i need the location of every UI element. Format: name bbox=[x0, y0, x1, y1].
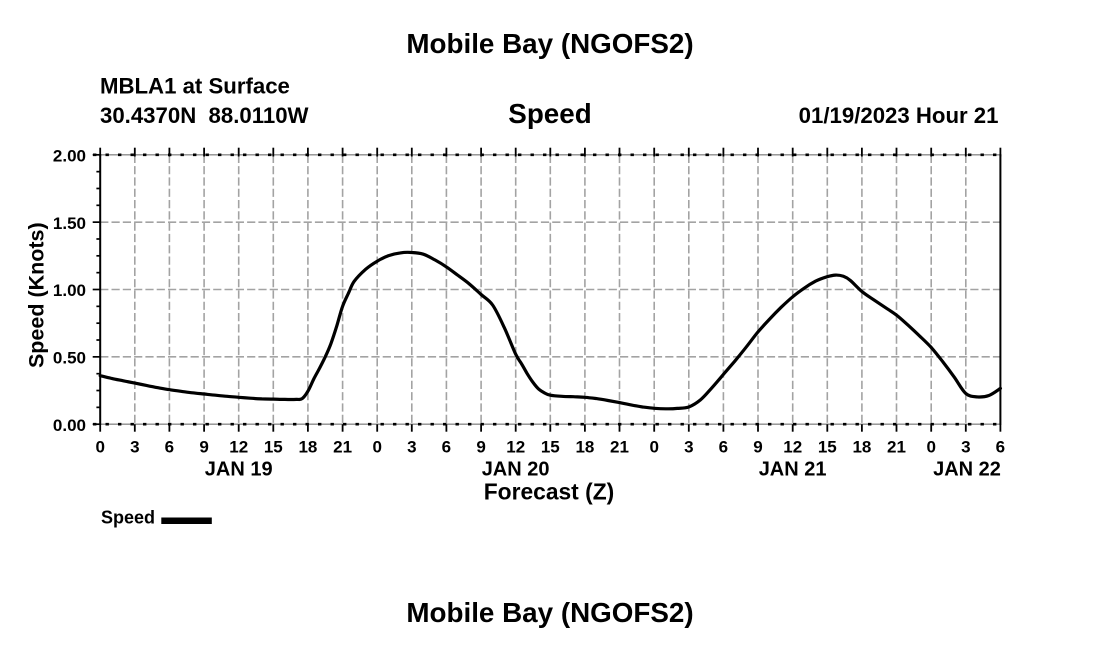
svg-text:Speed: Speed bbox=[101, 508, 155, 528]
svg-text:15: 15 bbox=[818, 437, 837, 456]
svg-text:2.00: 2.00 bbox=[53, 147, 86, 166]
svg-text:1.00: 1.00 bbox=[53, 281, 86, 300]
svg-text:0.50: 0.50 bbox=[53, 349, 86, 368]
svg-text:15: 15 bbox=[541, 437, 560, 456]
svg-text:0: 0 bbox=[372, 437, 381, 456]
svg-text:0: 0 bbox=[926, 437, 935, 456]
svg-text:18: 18 bbox=[298, 437, 317, 456]
svg-text:6: 6 bbox=[165, 437, 174, 456]
svg-text:21: 21 bbox=[333, 437, 352, 456]
svg-text:3: 3 bbox=[684, 437, 693, 456]
svg-text:0: 0 bbox=[95, 437, 104, 456]
svg-text:Mobile Bay (NGOFS2): Mobile Bay (NGOFS2) bbox=[406, 28, 693, 59]
svg-text:21: 21 bbox=[610, 437, 629, 456]
svg-text:0.00: 0.00 bbox=[53, 416, 86, 435]
svg-text:3: 3 bbox=[130, 437, 139, 456]
svg-text:18: 18 bbox=[575, 437, 594, 456]
svg-text:9: 9 bbox=[753, 437, 762, 456]
svg-text:12: 12 bbox=[506, 437, 525, 456]
svg-text:6: 6 bbox=[719, 437, 728, 456]
svg-text:21: 21 bbox=[887, 437, 906, 456]
svg-text:JAN 19: JAN 19 bbox=[205, 458, 273, 480]
svg-text:9: 9 bbox=[199, 437, 208, 456]
svg-text:15: 15 bbox=[264, 437, 283, 456]
svg-text:3: 3 bbox=[407, 437, 416, 456]
svg-text:1.50: 1.50 bbox=[53, 214, 86, 233]
svg-text:0: 0 bbox=[649, 437, 658, 456]
svg-text:Speed (Knots): Speed (Knots) bbox=[25, 222, 49, 368]
svg-text:6: 6 bbox=[442, 437, 451, 456]
svg-text:12: 12 bbox=[229, 437, 248, 456]
svg-text:01/19/2023 Hour 21: 01/19/2023 Hour 21 bbox=[799, 103, 999, 128]
svg-text:3: 3 bbox=[961, 437, 970, 456]
svg-text:JAN 20: JAN 20 bbox=[482, 458, 550, 480]
svg-text:6: 6 bbox=[996, 437, 1005, 456]
svg-text:9: 9 bbox=[476, 437, 485, 456]
svg-text:18: 18 bbox=[852, 437, 871, 456]
svg-text:MBLA1 at Surface: MBLA1 at Surface bbox=[100, 73, 290, 98]
svg-text:Mobile Bay (NGOFS2): Mobile Bay (NGOFS2) bbox=[406, 597, 693, 628]
svg-text:Speed: Speed bbox=[508, 98, 591, 129]
svg-text:30.4370N 88.0110W: 30.4370N 88.0110W bbox=[100, 103, 309, 128]
svg-text:JAN 22: JAN 22 bbox=[933, 458, 1001, 480]
svg-text:Forecast (Z): Forecast (Z) bbox=[484, 479, 614, 505]
svg-text:12: 12 bbox=[783, 437, 802, 456]
svg-text:JAN 21: JAN 21 bbox=[759, 458, 827, 480]
